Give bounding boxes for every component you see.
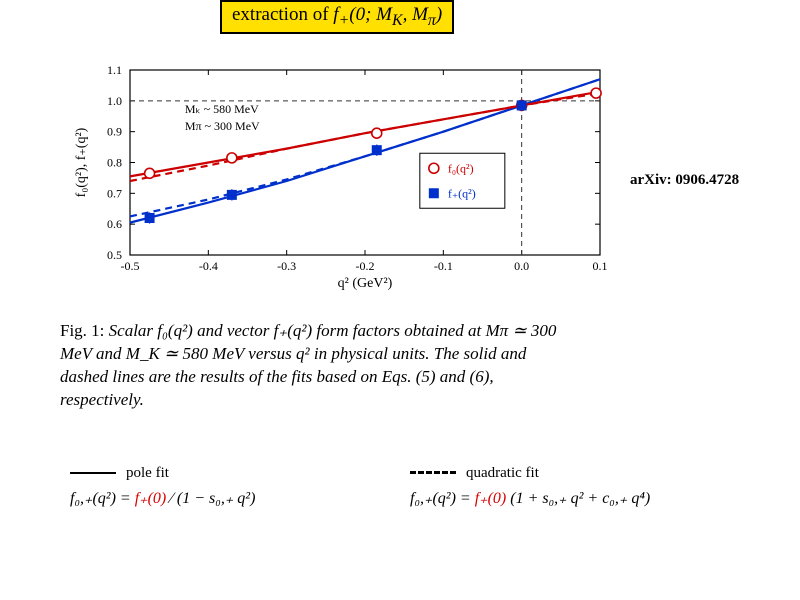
caption-fignum: Fig. 1:: [60, 321, 104, 340]
svg-text:1.0: 1.0: [107, 94, 122, 108]
svg-text:-0.4: -0.4: [199, 259, 218, 273]
quadratic-fit-equation: f₀,₊(q²) = f₊(0) (1 + s₀,₊ q² + c₀,₊ q⁴): [410, 488, 750, 508]
title-mid: , M: [403, 4, 428, 25]
svg-text:f₊(q²): f₊(q²): [448, 186, 476, 200]
svg-text:-0.5: -0.5: [121, 259, 140, 273]
title-rest: (0; M: [349, 4, 392, 25]
svg-text:Mπ ~ 300 MeV: Mπ ~ 300 MeV: [185, 119, 260, 133]
svg-text:-0.2: -0.2: [356, 259, 375, 273]
quadratic-fit-label: quadratic fit: [466, 465, 539, 482]
title-prefix: extraction of: [232, 4, 333, 25]
svg-text:0.1: 0.1: [593, 259, 608, 273]
svg-text:1.1: 1.1: [107, 63, 122, 77]
title-k: K: [392, 12, 403, 29]
title-close: ): [436, 4, 442, 25]
caption-text: Scalar f₀(q²) and vector f₊(q²) form fac…: [60, 321, 556, 409]
svg-text:f₀(q²): f₀(q²): [448, 161, 474, 175]
arxiv-ref: arXiv: 0906.4728: [630, 172, 739, 189]
svg-text:0.7: 0.7: [107, 186, 122, 200]
svg-text:-0.3: -0.3: [277, 259, 296, 273]
dashed-line-icon: [410, 471, 456, 476]
svg-text:0.5: 0.5: [107, 248, 122, 262]
solid-line-icon: [70, 472, 116, 476]
svg-text:-0.1: -0.1: [434, 259, 453, 273]
svg-text:Mₖ ~ 580 MeV: Mₖ ~ 580 MeV: [185, 102, 259, 116]
form-factor-chart: -0.5 -0.4 -0.3 -0.2 -0.1 0.0 0.1 0.5 0.6 0.7 0.8 0.…: [70, 60, 610, 290]
figure-caption: Fig. 1: Scalar f₀(q²) and vector f₊(q²) …: [60, 320, 560, 412]
title-sub: +: [339, 12, 350, 29]
svg-text:0.9: 0.9: [107, 125, 122, 139]
svg-text:q² (GeV²): q² (GeV²): [338, 276, 393, 290]
svg-text:f₀(q²), f₊(q²): f₀(q²), f₊(q²): [74, 127, 89, 197]
title-box: extraction of f+(0; MK, Mπ): [220, 0, 454, 34]
svg-text:0.8: 0.8: [107, 156, 122, 170]
title-pi: π: [428, 12, 436, 29]
pole-fit-equation: f₀,₊(q²) = f₊(0) ∕ (1 − s₀,₊ q²): [70, 488, 410, 508]
svg-text:0.6: 0.6: [107, 217, 122, 231]
svg-text:0.0: 0.0: [514, 259, 529, 273]
pole-fit-label: pole fit: [126, 465, 169, 482]
fit-equations: pole fit quadratic fit f₀,₊(q²) = f₊(0) …: [70, 465, 750, 508]
